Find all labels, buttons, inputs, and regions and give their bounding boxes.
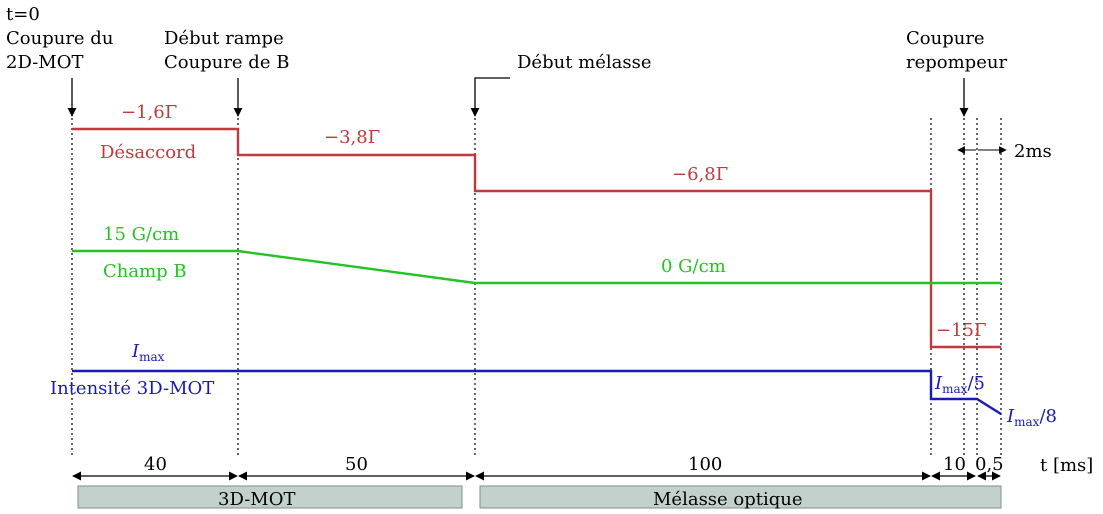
field-value-start: 15 G/cm <box>103 224 179 245</box>
duration-label-1: 40 <box>144 454 167 475</box>
duration-label-2: 50 <box>345 454 368 475</box>
event-guide-lines <box>71 118 1002 458</box>
detuning-value-2: −3,8Γ <box>324 127 380 148</box>
molasses-start-arrow <box>470 77 510 117</box>
interval-label: 2ms <box>1014 141 1052 162</box>
cut-2dmot-label-line2: 2D-MOT <box>6 52 84 73</box>
detuning-trace <box>72 127 1001 349</box>
duration-label-3: 100 <box>688 454 722 475</box>
duration-label-5: 0,5 <box>975 454 1004 475</box>
intensity-fifth-label: Imax/5 <box>934 373 985 396</box>
field-trace <box>72 249 1001 285</box>
t0-label: t=0 <box>6 4 40 25</box>
phase-label-3dmot: 3D-MOT <box>218 489 296 510</box>
intensity-eighth-label: Imax/8 <box>1006 406 1057 429</box>
ramp-start-label-line1: Début rampe <box>164 28 284 49</box>
repump-cut-label-line1: Coupure <box>906 28 985 49</box>
detuning-value-3: −6,8Γ <box>672 164 728 185</box>
cut-2dmot-label-line1: Coupure du <box>6 28 113 49</box>
duration-label-4: 10 <box>943 454 966 475</box>
ramp-start-label-line2: Coupure de B <box>164 52 289 73</box>
time-axis-label: t [ms] <box>1040 455 1093 476</box>
molasses-start-label: Début mélasse <box>517 52 652 73</box>
detuning-value-4: −15Γ <box>936 320 986 341</box>
detuning-value-1: −1,6Γ <box>121 102 177 123</box>
intensity-trace <box>72 369 1002 416</box>
phase-label-molasses: Mélasse optique <box>653 489 803 510</box>
phase-box-molasses <box>479 485 1002 509</box>
intensity-label: Intensité 3D-MOT <box>50 378 214 399</box>
detuning-label: Désaccord <box>100 142 196 163</box>
field-label: Champ B <box>103 261 187 282</box>
intensity-max-label: Imax <box>131 341 165 364</box>
field-value-end: 0 G/cm <box>661 256 726 277</box>
repump-cut-label-line2: repompeur <box>906 52 1007 73</box>
phase-box-3dmot <box>77 485 463 509</box>
